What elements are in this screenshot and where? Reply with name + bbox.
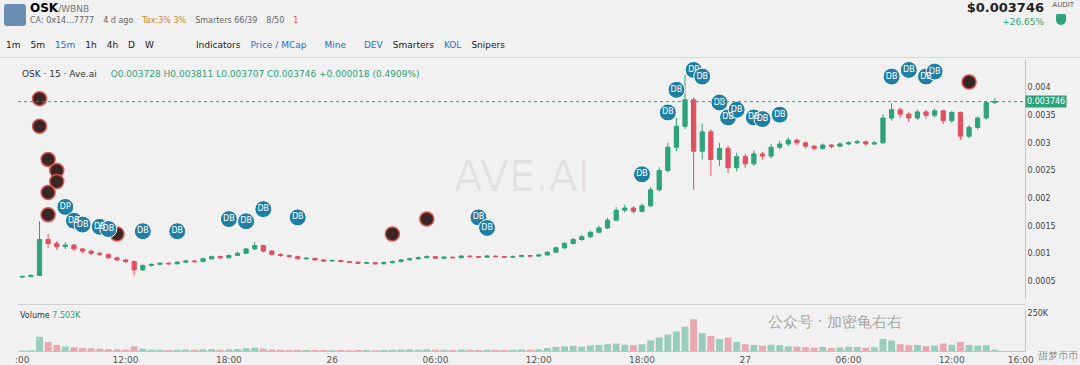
svg-text:0.002: 0.002 [1028, 194, 1051, 203]
svg-text:DB: DB [137, 226, 149, 235]
svg-text:DB: DB [240, 216, 252, 225]
html-text:O0.003728 H0.003811 L0.003707: O0.003728 H0.003811 L0.003707 C0.003746 … [110, 69, 420, 79]
html-text:Mine: Mine [324, 40, 346, 50]
svg-text:DB: DB [473, 212, 485, 221]
html-text:+26.65%: +26.65% [1002, 17, 1044, 27]
svg-text:0.0005: 0.0005 [1028, 277, 1056, 286]
html-text:1m: 1m [6, 40, 21, 50]
svg-text:DB: DB [714, 98, 726, 107]
html-text:AUDIT: AUDIT [1052, 1, 1074, 9]
svg-text:DB: DB [757, 114, 769, 123]
html-text:KOL: KOL [443, 40, 462, 50]
svg-text:DB: DB [748, 112, 760, 121]
svg-text:DB: DB [696, 72, 708, 81]
html-text:15m: 15m [55, 40, 76, 50]
svg-text:16:00: 16:00 [1008, 355, 1034, 365]
svg-text:DB: DB [920, 72, 932, 81]
svg-text:06:00: 06:00 [836, 355, 862, 365]
html-text:Price / MCap: Price / MCap [250, 40, 307, 50]
svg-text:DP: DP [688, 65, 699, 74]
svg-text:0.0025: 0.0025 [1028, 166, 1056, 175]
html-text:Snipers: Snipers [471, 40, 505, 50]
html-text:W: W [145, 40, 154, 50]
svg-text:DB: DB [171, 226, 183, 235]
svg-text:Volume 7.503K: Volume 7.503K [20, 311, 81, 320]
html-text:8/50: 8/50 [266, 16, 285, 25]
svg-text:DB: DB [292, 212, 304, 221]
svg-text:12:00: 12:00 [939, 355, 965, 365]
html-text:$0.003746: $0.003746 [966, 0, 1044, 15]
html-text:Smarters: Smarters [392, 40, 434, 50]
html-text:公众号 · 加密龟右右: 公众号 · 加密龟右右 [768, 313, 903, 331]
html-text:甜梦币币: 甜梦币币 [1038, 350, 1078, 361]
svg-text:DB: DB [886, 72, 898, 81]
svg-text:DB: DB [662, 107, 674, 116]
svg-text:DB: DB [223, 214, 235, 223]
html-text:5m: 5m [30, 40, 45, 50]
svg-text:DB: DB [722, 112, 734, 121]
svg-text:DB: DB [94, 222, 106, 231]
html-text:4 d ago: 4 d ago [103, 16, 134, 25]
svg-text:0.003: 0.003 [1028, 139, 1051, 148]
html-text:1h: 1h [85, 40, 97, 50]
svg-text:DB: DB [731, 105, 743, 114]
svg-text:DB: DB [77, 220, 89, 229]
svg-text:AVE.AI: AVE.AI [454, 152, 590, 201]
svg-text:12:00: 12:00 [113, 355, 139, 365]
svg-text:0.004: 0.004 [1028, 83, 1051, 92]
html-text:Indicators: Indicators [196, 40, 241, 50]
html-text:OSK · 15 · Ave.ai: OSK · 15 · Ave.ai [22, 69, 97, 79]
html-text:DEV: DEV [363, 40, 383, 50]
html-text:4h: 4h [106, 40, 119, 50]
svg-text:0.0035: 0.0035 [1028, 111, 1056, 120]
svg-text:DB: DB [257, 204, 269, 213]
svg-text:0.001: 0.001 [1028, 249, 1051, 258]
svg-text:12:00: 12:00 [526, 355, 552, 365]
svg-text:27: 27 [740, 355, 751, 365]
html-text:Smarters 66/39: Smarters 66/39 [195, 16, 258, 25]
svg-text:250K: 250K [1028, 309, 1049, 318]
html-text:OSK/WBNB: OSK/WBNB [30, 1, 90, 15]
html-text:CA: 0x14...7777: CA: 0x14...7777 [30, 16, 95, 25]
html-text:Tax:3% 3%: Tax:3% 3% [142, 16, 187, 25]
svg-text:DB: DB [68, 216, 80, 225]
html-text:1: 1 [293, 16, 299, 25]
svg-text:26: 26 [326, 355, 338, 365]
html-text:D: D [128, 40, 135, 50]
svg-text::00: :00 [15, 355, 30, 365]
svg-text:18:00: 18:00 [629, 355, 655, 365]
svg-text:DB: DB [903, 65, 915, 74]
svg-text:DP: DP [60, 202, 71, 211]
svg-text:DB: DB [103, 224, 115, 233]
svg-text:0.0015: 0.0015 [1028, 222, 1056, 231]
svg-text:18:00: 18:00 [216, 355, 242, 365]
svg-text:06:00: 06:00 [422, 355, 448, 365]
svg-text:DB: DB [481, 223, 493, 232]
svg-text:DB: DB [671, 85, 683, 94]
svg-text:DB: DB [774, 110, 786, 119]
svg-text:0.003746: 0.003746 [1027, 97, 1065, 106]
svg-text:DB: DB [929, 67, 941, 76]
svg-text:DB: DB [636, 169, 648, 178]
